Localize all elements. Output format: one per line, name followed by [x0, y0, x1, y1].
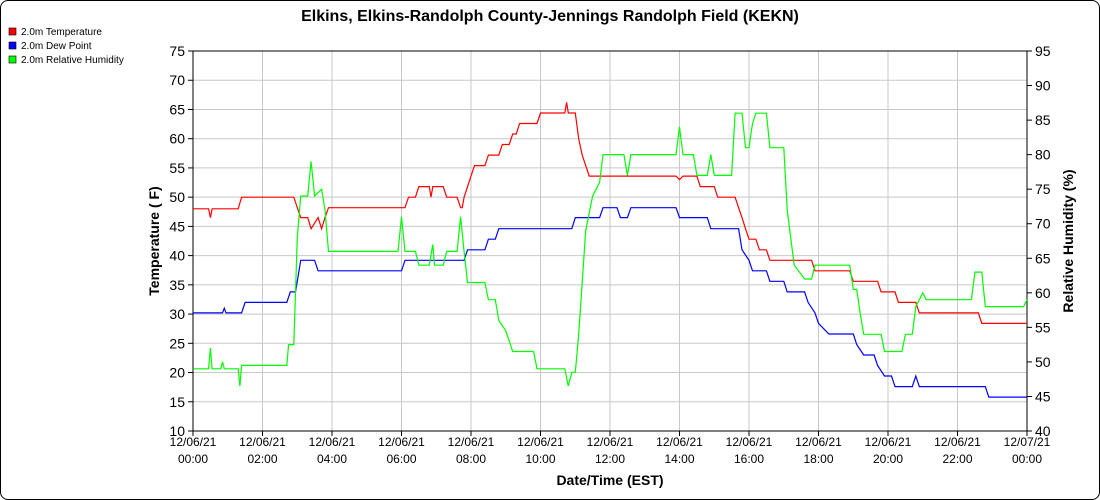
x-tick-time: 08:00 [456, 452, 486, 466]
y-tick-label-left: 65 [169, 101, 185, 117]
x-axis-ticks: 12/06/21 00:00 12/06/21 02:00 12/06/21 04:00 1… [170, 431, 1051, 466]
x-tick-time: 12:00 [595, 452, 625, 466]
x-tick-date: 12/07/21 [1004, 435, 1051, 449]
x-tick-date: 12/06/21 [587, 435, 634, 449]
x-tick-date: 12/06/21 [865, 435, 912, 449]
legend: 2.0m Temperature 2.0m Dew Point 2.0m Relat… [8, 27, 124, 66]
x-tick-date: 12/06/21 [309, 435, 356, 449]
right-y-axis-ticks: 40 45 50 55 60 65 70 75 80 85 90 95 [1027, 43, 1051, 439]
y-tick-label-left: 50 [169, 189, 185, 205]
y-tick-label-left: 30 [169, 306, 185, 322]
y-axis-label-right: Relative Humidity (%) [1060, 169, 1076, 312]
y-tick-label-left: 10 [169, 423, 185, 439]
legend-swatch [8, 41, 17, 50]
x-tick-date: 12/06/21 [517, 435, 564, 449]
x-tick-time: 18:00 [803, 452, 833, 466]
x-tick-date: 12/06/21 [378, 435, 425, 449]
y-tick-label-right: 95 [1035, 43, 1051, 59]
y-tick-label-left: 35 [169, 277, 185, 293]
x-tick-time: 10:00 [525, 452, 555, 466]
x-tick-date: 12/06/21 [934, 435, 981, 449]
x-tick-date: 12/06/21 [239, 435, 286, 449]
y-tick-label-right: 45 [1035, 388, 1051, 404]
series-line-2-0m-temperature [193, 102, 1027, 324]
y-tick-label-left: 15 [169, 394, 185, 410]
x-tick-date: 12/06/21 [170, 435, 217, 449]
x-tick-time: 00:00 [1012, 452, 1042, 466]
x-tick-time: 16:00 [734, 452, 764, 466]
x-tick-date: 12/06/21 [448, 435, 495, 449]
y-tick-label-left: 55 [169, 160, 185, 176]
x-tick-time: 00:00 [178, 452, 208, 466]
y-tick-label-right: 40 [1035, 423, 1051, 439]
y-tick-label-left: 45 [169, 218, 185, 234]
y-tick-label-right: 75 [1035, 181, 1051, 197]
left-y-axis-ticks: 10 15 20 25 30 35 40 45 50 55 60 65 70 75 [169, 43, 193, 439]
chart-title: Elkins, Elkins-Randolph County-Jennings … [301, 8, 799, 25]
legend-swatch [8, 55, 17, 64]
legend-label: 2.0m Dew Point [21, 41, 92, 52]
y-tick-label-right: 80 [1035, 147, 1051, 163]
y-tick-label-right: 65 [1035, 250, 1051, 266]
x-tick-time: 14:00 [664, 452, 694, 466]
x-tick-date: 12/06/21 [795, 435, 842, 449]
x-tick-date: 12/06/21 [656, 435, 703, 449]
x-tick-time: 20:00 [873, 452, 903, 466]
y-tick-label-left: 40 [169, 248, 185, 264]
y-axis-label-left: Temperature ( F) [146, 186, 162, 295]
y-tick-label-right: 60 [1035, 285, 1051, 301]
y-tick-label-right: 90 [1035, 78, 1051, 94]
y-tick-label-right: 85 [1035, 112, 1051, 128]
series-line-2-0m-relative-humidity [193, 112, 1028, 387]
y-tick-label-right: 55 [1035, 319, 1051, 335]
y-tick-label-right: 50 [1035, 354, 1051, 370]
y-tick-label-left: 25 [169, 335, 185, 351]
y-tick-label-right: 70 [1035, 216, 1051, 232]
x-tick-time: 02:00 [247, 452, 277, 466]
legend-label: 2.0m Relative Humidity [21, 55, 124, 66]
series-line-2-0m-dew-point [193, 207, 1027, 398]
y-tick-label-left: 70 [169, 72, 185, 88]
x-axis-label: Date/Time (EST) [556, 472, 663, 488]
x-tick-time: 06:00 [386, 452, 416, 466]
y-tick-label-left: 60 [169, 131, 185, 147]
legend-label: 2.0m Temperature [21, 27, 102, 38]
legend-swatch [8, 27, 17, 36]
x-tick-time: 04:00 [317, 452, 347, 466]
y-tick-label-left: 20 [169, 365, 185, 381]
x-tick-time: 22:00 [942, 452, 972, 466]
series-lines [193, 102, 1028, 398]
x-tick-date: 12/06/21 [726, 435, 773, 449]
grid-lines [192, 50, 1028, 432]
y-tick-label-left: 75 [169, 43, 185, 59]
